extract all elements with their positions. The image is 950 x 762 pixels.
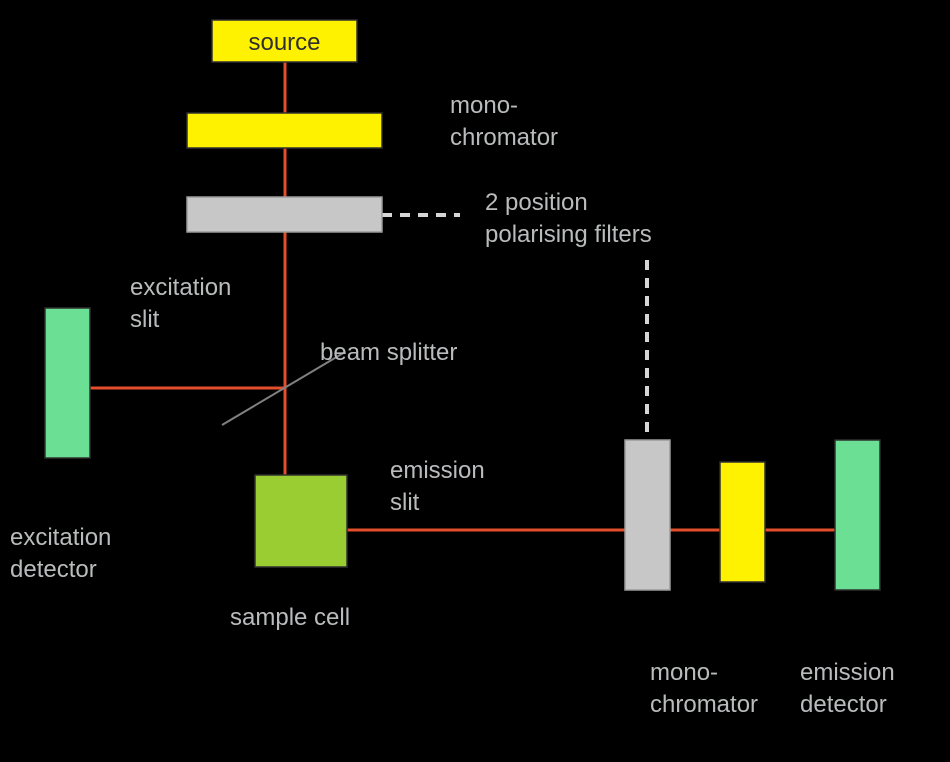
label-emi-slit-a: emission	[390, 457, 485, 484]
box-monochromator-1	[187, 113, 382, 148]
box-polarizer-1	[187, 197, 382, 232]
labels: mono- chromator 2 position polarising fi…	[10, 92, 895, 718]
label-source: source	[248, 29, 320, 56]
box-polarizer-2	[625, 440, 670, 590]
label-emi-slit-b: slit	[390, 489, 420, 516]
label-emi-det-b: detector	[800, 691, 887, 718]
label-beam-splitter: beam splitter	[320, 339, 457, 366]
label-exc-slit-b: slit	[130, 306, 160, 333]
spectrometer-diagram: source mono- chromator 2 position polari…	[0, 0, 950, 762]
label-exc-slit-a: excitation	[130, 274, 231, 301]
label-mono2-a: mono-	[650, 659, 718, 686]
box-emission-detector	[835, 440, 880, 590]
box-excitation-detector	[45, 308, 90, 458]
box-monochromator-2	[720, 462, 765, 582]
label-polar-a: 2 position	[485, 189, 588, 216]
label-mono1-b: chromator	[450, 124, 558, 151]
label-sample: sample cell	[230, 604, 350, 631]
label-mono2-b: chromator	[650, 691, 758, 718]
dashed-connectors	[382, 215, 647, 440]
label-exc-det-a: excitation	[10, 524, 111, 551]
label-mono1-a: mono-	[450, 92, 518, 119]
label-emi-det-a: emission	[800, 659, 895, 686]
label-polar-b: polarising filters	[485, 221, 652, 248]
box-sample-cell	[255, 475, 347, 567]
label-exc-det-b: detector	[10, 556, 97, 583]
